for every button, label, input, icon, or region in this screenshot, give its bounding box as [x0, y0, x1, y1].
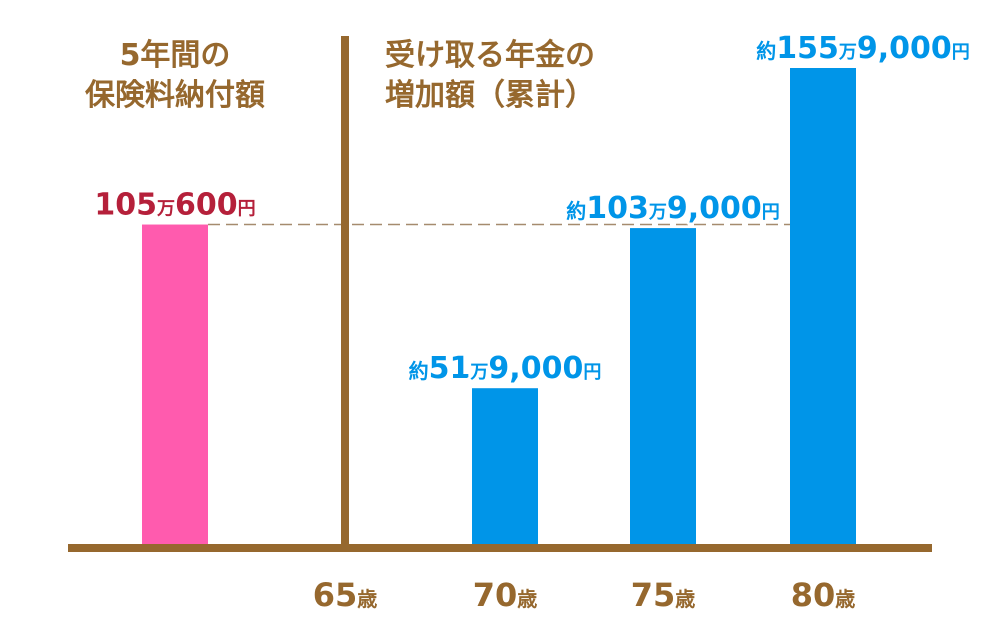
- pension-bar-0: [472, 388, 538, 548]
- premium-bar-0: [142, 224, 208, 548]
- pension-value-label-1: 約103万9,000円: [566, 191, 780, 226]
- pension-value-label-2: 約155万9,000円: [756, 31, 970, 66]
- pension-heading: 受け取る年金の 増加額（累計）: [350, 36, 630, 116]
- x-tick-label-2: 75歳: [631, 576, 696, 614]
- pension-bar-2: [790, 68, 856, 548]
- premium-heading-line-1: 5年間の: [119, 38, 231, 73]
- premium-heading: 5年間の 保険料納付額: [40, 36, 310, 116]
- pension-heading-line-1: 受け取る年金の: [385, 38, 595, 73]
- pension-heading-line-2: 増加額（累計）: [385, 78, 595, 113]
- x-tick-label-1: 70歳: [473, 576, 538, 614]
- pension-value-label-0: 約51万9,000円: [409, 351, 602, 386]
- x-tick-label-0: 65歳: [313, 576, 378, 614]
- premium-value-label-0: 105万600円: [94, 188, 255, 223]
- pension-bar-1: [630, 228, 696, 548]
- premium-heading-line-2: 保険料納付額: [85, 78, 265, 113]
- x-tick-label-3: 80歳: [791, 576, 856, 614]
